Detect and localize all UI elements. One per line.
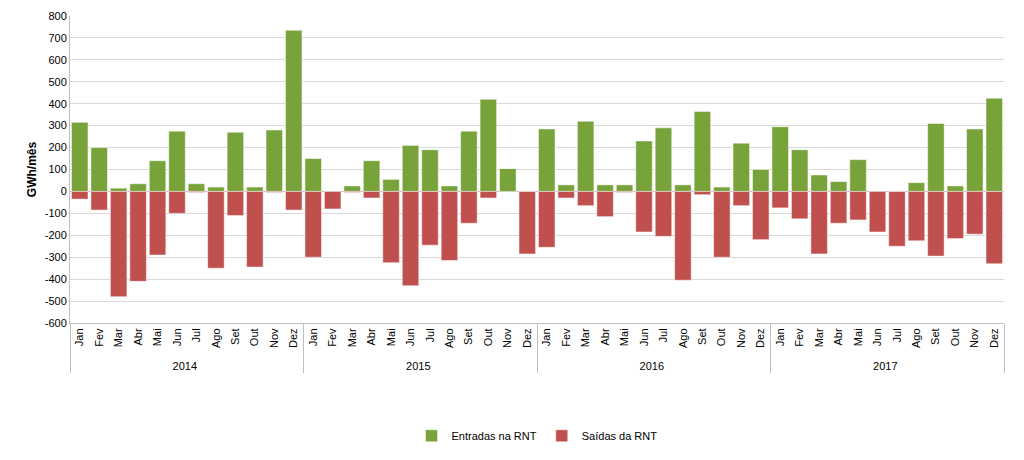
svg-text:Mar: Mar: [579, 328, 591, 347]
svg-text:2014: 2014: [173, 360, 197, 372]
svg-text:-600: -600: [45, 317, 67, 329]
svg-text:Abr: Abr: [832, 328, 844, 345]
svg-text:Jan: Jan: [307, 328, 319, 346]
svg-text:Ago: Ago: [443, 328, 455, 348]
svg-text:GWh/mês: GWh/mês: [25, 142, 39, 198]
svg-text:600: 600: [48, 54, 66, 66]
svg-text:0: 0: [61, 185, 67, 197]
svg-text:-500: -500: [45, 295, 67, 307]
svg-text:Fev: Fev: [93, 328, 105, 347]
svg-text:Jun: Jun: [171, 328, 183, 346]
svg-text:Ago: Ago: [677, 328, 689, 348]
svg-text:Jan: Jan: [540, 328, 552, 346]
svg-text:Jul: Jul: [190, 328, 202, 342]
svg-text:Abr: Abr: [132, 328, 144, 345]
svg-text:Jan: Jan: [774, 328, 786, 346]
svg-text:Jul: Jul: [891, 328, 903, 342]
svg-text:Fev: Fev: [560, 328, 572, 347]
svg-text:Mar: Mar: [112, 328, 124, 347]
svg-text:Dez: Dez: [521, 328, 533, 348]
svg-text:Dez: Dez: [988, 328, 1000, 348]
svg-text:800: 800: [48, 10, 66, 22]
svg-text:100: 100: [48, 163, 66, 175]
svg-text:Set: Set: [229, 328, 241, 345]
svg-text:Jun: Jun: [638, 328, 650, 346]
svg-text:Set: Set: [696, 328, 708, 345]
svg-text:Jul: Jul: [424, 328, 436, 342]
svg-text:200: 200: [48, 141, 66, 153]
svg-text:Jan: Jan: [73, 328, 85, 346]
svg-text:Mai: Mai: [852, 328, 864, 346]
svg-text:Nov: Nov: [268, 328, 280, 348]
svg-text:2016: 2016: [640, 360, 664, 372]
svg-text:2015: 2015: [406, 360, 430, 372]
svg-text:Out: Out: [715, 328, 727, 346]
svg-text:700: 700: [48, 32, 66, 44]
svg-text:-100: -100: [45, 207, 67, 219]
svg-text:Dez: Dez: [287, 328, 299, 348]
svg-text:2017: 2017: [873, 360, 897, 372]
svg-text:Set: Set: [929, 328, 941, 345]
svg-text:300: 300: [48, 119, 66, 131]
svg-text:Out: Out: [949, 328, 961, 346]
svg-text:Fev: Fev: [326, 328, 338, 347]
svg-text:Jun: Jun: [871, 328, 883, 346]
svg-text:-400: -400: [45, 273, 67, 285]
svg-text:Entradas na RNT: Entradas na RNT: [452, 430, 537, 442]
svg-text:Dez: Dez: [754, 328, 766, 348]
svg-text:Nov: Nov: [968, 328, 980, 348]
svg-text:Mai: Mai: [151, 328, 163, 346]
svg-text:Out: Out: [248, 328, 260, 346]
svg-text:Mar: Mar: [813, 328, 825, 347]
svg-text:Mai: Mai: [385, 328, 397, 346]
svg-text:Fev: Fev: [793, 328, 805, 347]
svg-text:500: 500: [48, 76, 66, 88]
svg-text:Abr: Abr: [365, 328, 377, 345]
svg-text:-300: -300: [45, 251, 67, 263]
svg-text:Abr: Abr: [599, 328, 611, 345]
svg-text:-200: -200: [45, 229, 67, 241]
svg-text:Set: Set: [462, 328, 474, 345]
svg-text:Mai: Mai: [618, 328, 630, 346]
svg-text:Saídas da RNT: Saídas da RNT: [582, 430, 657, 442]
svg-text:Ago: Ago: [210, 328, 222, 348]
svg-text:Jul: Jul: [657, 328, 669, 342]
svg-text:400: 400: [48, 98, 66, 110]
svg-text:Ago: Ago: [910, 328, 922, 348]
svg-text:Mar: Mar: [346, 328, 358, 347]
svg-text:Nov: Nov: [501, 328, 513, 348]
svg-text:Jun: Jun: [404, 328, 416, 346]
svg-text:Out: Out: [482, 328, 494, 346]
svg-text:Nov: Nov: [735, 328, 747, 348]
